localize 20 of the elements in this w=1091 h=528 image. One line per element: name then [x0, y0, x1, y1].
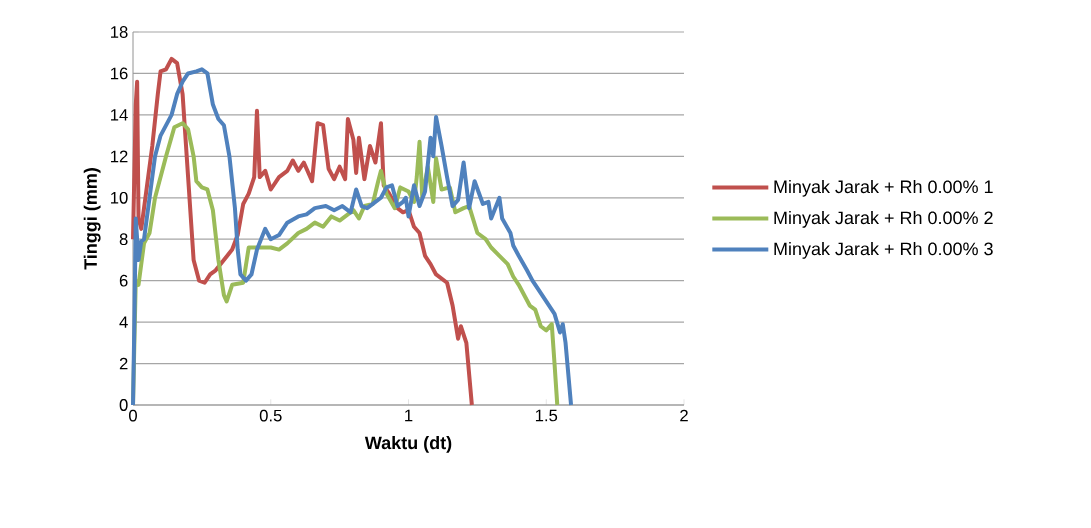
x-tick-label: 0.5 [259, 409, 282, 422]
x-tick-label: 1 [405, 409, 413, 422]
y-tick-label: 0 [119, 399, 128, 411]
x-tick-label: 1.5 [535, 409, 558, 422]
y-tick-label: 16 [111, 67, 128, 80]
y-tick-label: 10 [111, 191, 128, 204]
y-tick-label: 12 [111, 150, 128, 163]
legend-label: Minyak Jarak + Rh 0.00% 3 [774, 242, 993, 259]
y-tick-label: 4 [119, 316, 128, 328]
y-tick-label: 6 [119, 274, 128, 287]
y-tick-label: 8 [119, 233, 128, 246]
x-tick-label: 0 [129, 409, 137, 422]
legend-label: Minyak Jarak + Rh 0.00% 2 [774, 210, 993, 228]
x-tick-label: 2 [680, 409, 688, 422]
legend-label: Minyak Jarak + Rh 0.00% 1 [774, 179, 993, 197]
y-axis-title: Tinggi (mm) [83, 168, 101, 270]
y-tick-label: 14 [111, 109, 128, 121]
y-tick-label: 2 [119, 357, 128, 370]
x-axis-title: Waktu (dt) [364, 435, 452, 453]
y-tick-label: 18 [111, 26, 128, 38]
